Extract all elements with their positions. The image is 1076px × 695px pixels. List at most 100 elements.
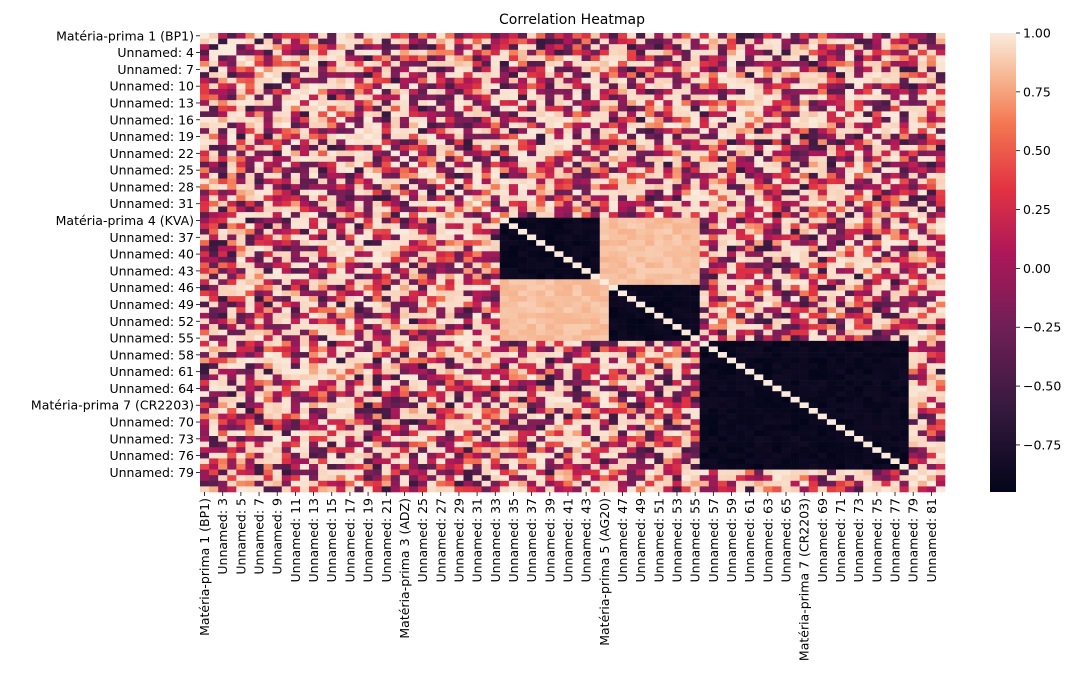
- heatmap-cell: [399, 189, 410, 196]
- heatmap-cell: [935, 88, 946, 95]
- heatmap-cell: [717, 290, 728, 297]
- heatmap-cell: [563, 206, 573, 213]
- heatmap-cell: [699, 301, 710, 308]
- heatmap-cell: [608, 212, 619, 219]
- heatmap-cell: [427, 206, 437, 213]
- heatmap-cell: [472, 329, 482, 336]
- heatmap-cell: [745, 128, 755, 135]
- heatmap-cell: [408, 105, 419, 112]
- heatmap-cell: [427, 167, 437, 174]
- heatmap-cell: [281, 324, 292, 330]
- heatmap-cell: [436, 184, 446, 191]
- heatmap-cell: [599, 307, 610, 314]
- heatmap-cell: [863, 139, 873, 146]
- heatmap-cell: [345, 340, 355, 347]
- heatmap-cell: [845, 307, 855, 314]
- heatmap-cell: [663, 139, 673, 146]
- heatmap-cell: [454, 38, 464, 45]
- heatmap-cell: [381, 217, 392, 224]
- heatmap-cell: [481, 240, 492, 247]
- heatmap-cell: [890, 167, 900, 174]
- heatmap-cell: [817, 245, 828, 252]
- heatmap-cell: [336, 66, 346, 73]
- heatmap-cell: [445, 44, 455, 51]
- heatmap-cell: [200, 296, 210, 302]
- heatmap-cell: [372, 178, 383, 185]
- heatmap-cell: [554, 206, 564, 213]
- heatmap-cell: [708, 368, 719, 375]
- heatmap-cell: [508, 368, 519, 375]
- heatmap-cell: [418, 77, 428, 84]
- heatmap-cell: [726, 161, 737, 168]
- heatmap-cell: [536, 111, 546, 118]
- heatmap-cell: [745, 296, 755, 302]
- heatmap-cell: [717, 133, 728, 140]
- heatmap-cell: [254, 307, 264, 314]
- heatmap-cell: [663, 335, 673, 342]
- heatmap-cell: [854, 55, 864, 62]
- heatmap-cell: [345, 346, 355, 353]
- heatmap-cell: [536, 228, 546, 235]
- heatmap-cell: [636, 83, 646, 90]
- heatmap-cell: [299, 329, 310, 336]
- heatmap-cell: [772, 290, 782, 297]
- heatmap-cell: [926, 77, 937, 84]
- heatmap-cell: [454, 60, 464, 67]
- heatmap-cell: [863, 223, 873, 230]
- heatmap-cell: [572, 116, 582, 123]
- heatmap-cell: [354, 245, 364, 252]
- heatmap-cell: [645, 352, 655, 358]
- heatmap-cell: [708, 240, 719, 247]
- heatmap-cell: [726, 49, 737, 56]
- heatmap-cell: [536, 172, 546, 179]
- heatmap-cell: [763, 340, 773, 347]
- heatmap-cell: [245, 94, 255, 101]
- heatmap-cell: [227, 212, 237, 219]
- heatmap-cell: [218, 296, 228, 302]
- heatmap-cell: [835, 301, 846, 308]
- heatmap-cell: [781, 284, 791, 291]
- heatmap-cell: [345, 251, 355, 258]
- heatmap-cell: [263, 279, 273, 286]
- heatmap-cell: [200, 111, 210, 118]
- heatmap-cell: [926, 324, 937, 330]
- heatmap-cell: [499, 312, 510, 319]
- heatmap-cell: [599, 100, 610, 107]
- heatmap-cell: [281, 245, 292, 252]
- heatmap-cell: [799, 335, 810, 342]
- heatmap-cell: [536, 363, 546, 370]
- heatmap-cell: [899, 217, 909, 224]
- heatmap-cell: [708, 77, 719, 84]
- heatmap-cell: [926, 172, 937, 179]
- heatmap-cell: [327, 72, 337, 79]
- heatmap-cell: [254, 228, 264, 235]
- heatmap-cell: [236, 150, 246, 157]
- heatmap-cell: [908, 94, 919, 101]
- heatmap-cell: [209, 318, 219, 325]
- heatmap-cell: [381, 251, 392, 258]
- heatmap-cell: [854, 284, 864, 291]
- heatmap-cell: [245, 178, 255, 185]
- heatmap-cell: [754, 94, 764, 101]
- heatmap-cell: [763, 100, 773, 107]
- heatmap-cell: [645, 346, 655, 353]
- heatmap-cell: [790, 111, 800, 118]
- heatmap-cell: [872, 318, 882, 325]
- heatmap-cell: [554, 352, 564, 358]
- heatmap-cell: [681, 94, 691, 101]
- heatmap-cell: [663, 262, 673, 269]
- heatmap-cell: [399, 268, 410, 274]
- heatmap-cell: [399, 66, 410, 73]
- heatmap-cell: [590, 167, 601, 174]
- heatmap-cell: [463, 139, 473, 146]
- heatmap-cell: [581, 245, 591, 252]
- heatmap-cell: [272, 44, 283, 51]
- heatmap-cell: [581, 279, 591, 286]
- heatmap-cell: [681, 318, 691, 325]
- heatmap-cell: [745, 290, 755, 297]
- heatmap-cell: [381, 49, 392, 56]
- heatmap-cell: [245, 256, 255, 263]
- heatmap-cell: [290, 312, 301, 319]
- heatmap-cell: [200, 284, 210, 291]
- heatmap-cell: [808, 212, 819, 219]
